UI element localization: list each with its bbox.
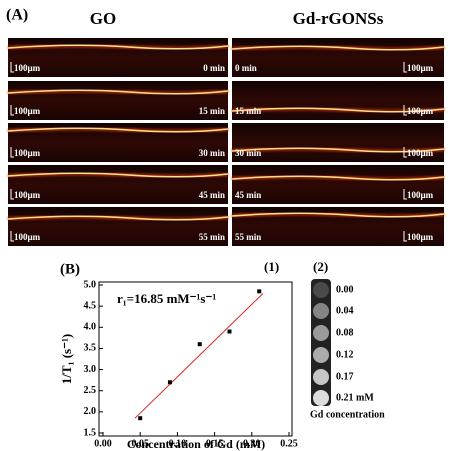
y-tick-label: 1.5 bbox=[84, 427, 97, 438]
phantom-spot bbox=[313, 369, 329, 385]
time-label: 15 min bbox=[199, 106, 225, 116]
scale-label: 100µm bbox=[14, 190, 41, 200]
tissue-surface bbox=[231, 147, 445, 153]
scale-label: 100µm bbox=[407, 63, 434, 73]
fit-line bbox=[134, 293, 264, 419]
concentration-label: 0.08 bbox=[336, 327, 354, 338]
x-tick-label: 0.25 bbox=[280, 438, 298, 449]
tissue-surface bbox=[7, 172, 229, 178]
tissue-surface bbox=[231, 212, 445, 218]
concentration-label: 0.12 bbox=[336, 349, 354, 360]
y-tick-label: 4.5 bbox=[84, 300, 97, 311]
time-label: 45 min bbox=[199, 190, 225, 200]
y-axis-title: 1/T₁ (s⁻¹) bbox=[59, 334, 74, 384]
y-tick-label: 5.0 bbox=[84, 279, 97, 290]
panel-label: (B) bbox=[60, 261, 80, 277]
data-point bbox=[227, 329, 232, 334]
scale-bar bbox=[403, 147, 407, 158]
phantom-spot bbox=[313, 325, 329, 341]
tissue-surface bbox=[7, 127, 229, 133]
oct-image bbox=[8, 207, 228, 246]
scale-bar bbox=[403, 231, 407, 242]
time-label: 55 min bbox=[199, 232, 225, 242]
tissue-surface bbox=[231, 45, 445, 51]
concentration-label: 0.00 bbox=[336, 284, 354, 295]
phantom-spot bbox=[313, 390, 329, 406]
scale-bar bbox=[10, 105, 14, 116]
tissue-surface bbox=[7, 44, 229, 50]
x-tick-label: 0.20 bbox=[243, 438, 261, 449]
scale-label: 100µm bbox=[407, 190, 434, 200]
y-tick-label: 2.5 bbox=[84, 385, 97, 396]
phantom-column bbox=[311, 279, 331, 406]
caption: Gd concentration bbox=[310, 409, 385, 420]
data-point bbox=[138, 416, 143, 421]
tissue-surface bbox=[231, 175, 445, 181]
data-point bbox=[257, 289, 262, 294]
panel-label: (1) bbox=[264, 259, 279, 274]
scale-label: 100µm bbox=[14, 63, 41, 73]
oct-image bbox=[8, 81, 228, 120]
time-label: 30 min bbox=[235, 148, 261, 158]
annotation: r₁=16.85 mM⁻¹s⁻¹ bbox=[117, 291, 216, 306]
scale-bar bbox=[10, 231, 14, 242]
plot-frame bbox=[98, 281, 293, 437]
concentration-label: 0.21 mM bbox=[336, 392, 374, 403]
column-title: GO bbox=[90, 9, 116, 28]
time-label: 0 min bbox=[235, 63, 257, 73]
scale-bar bbox=[10, 189, 14, 200]
y-tick-label: 2.0 bbox=[84, 406, 97, 417]
x-axis-title: Concentration of Gd (mM) bbox=[127, 437, 265, 451]
scale-bar bbox=[10, 62, 14, 73]
x-tick-label: 0.10 bbox=[169, 438, 187, 449]
tissue-surface bbox=[7, 215, 229, 221]
phantom-spot bbox=[313, 282, 329, 298]
scale-bar bbox=[403, 105, 407, 116]
y-tick-label: 3.0 bbox=[84, 364, 97, 375]
concentration-label: 0.04 bbox=[336, 305, 354, 316]
y-tick-label: 3.5 bbox=[84, 343, 97, 354]
phantom-spot bbox=[313, 303, 329, 319]
phantom-spot bbox=[313, 347, 329, 363]
time-label: 55 min bbox=[235, 232, 261, 242]
time-label: 30 min bbox=[199, 148, 225, 158]
x-tick-label: 0.05 bbox=[131, 438, 149, 449]
tissue-surface bbox=[231, 107, 445, 113]
scale-label: 100µm bbox=[407, 106, 434, 116]
data-point bbox=[167, 380, 172, 385]
column-title: Gd-rGONSs bbox=[293, 9, 384, 28]
time-label: 0 min bbox=[203, 63, 225, 73]
tissue-surface bbox=[7, 89, 229, 95]
y-tick-label: 4.0 bbox=[84, 322, 97, 333]
x-tick-label: 0.00 bbox=[94, 438, 112, 449]
scale-label: 100µm bbox=[14, 148, 41, 158]
time-label: 15 min bbox=[235, 106, 261, 116]
time-label: 45 min bbox=[235, 190, 261, 200]
oct-image bbox=[232, 165, 444, 204]
oct-image bbox=[8, 165, 228, 204]
data-point bbox=[197, 342, 202, 347]
scale-label: 100µm bbox=[14, 106, 41, 116]
scale-label: 100µm bbox=[407, 232, 434, 242]
scale-bar bbox=[403, 62, 407, 73]
scale-label: 100µm bbox=[407, 148, 434, 158]
x-tick-label: 0.15 bbox=[206, 438, 224, 449]
concentration-label: 0.17 bbox=[336, 371, 354, 382]
panel-label: (A) bbox=[6, 7, 28, 24]
scale-label: 100µm bbox=[14, 232, 41, 242]
oct-image bbox=[232, 123, 444, 162]
scale-bar bbox=[403, 189, 407, 200]
scale-bar bbox=[10, 147, 14, 158]
panel-label: (2) bbox=[313, 259, 328, 274]
